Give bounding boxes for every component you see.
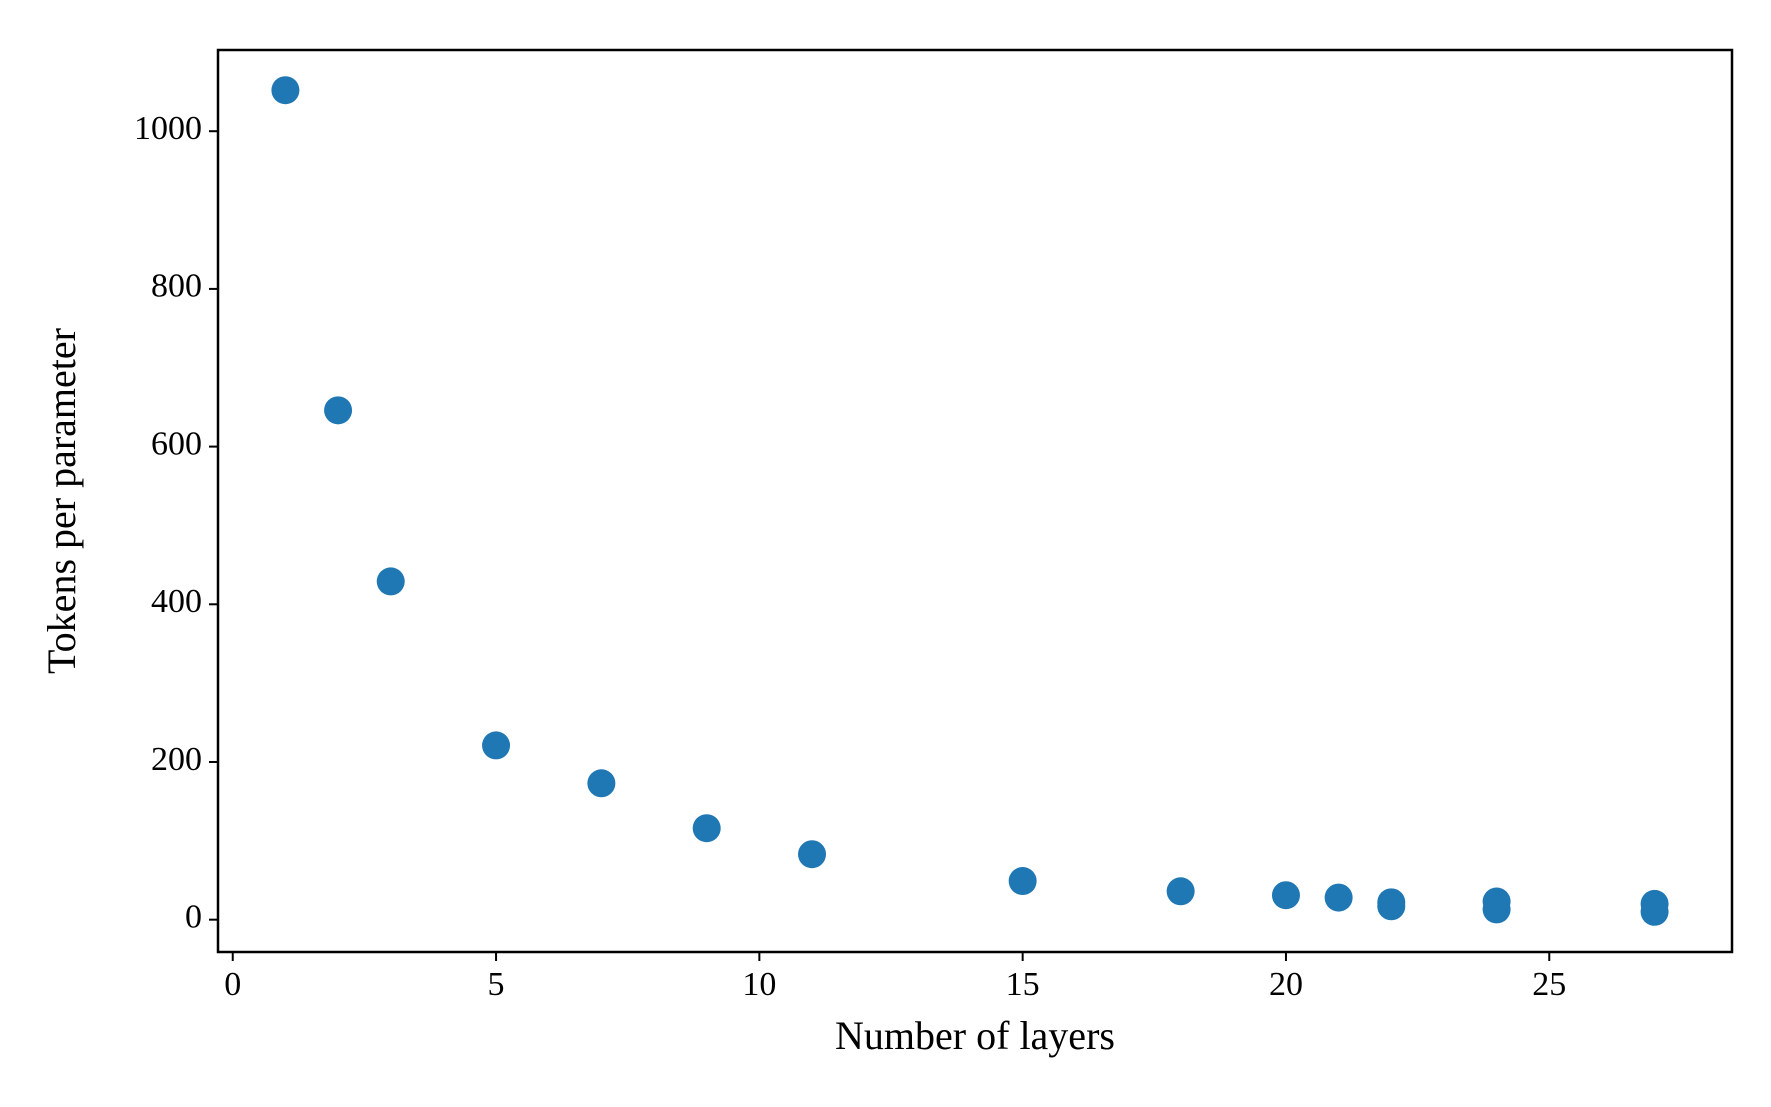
data-point	[324, 396, 353, 425]
x-tick-label: 20	[1269, 966, 1303, 1003]
data-point	[1324, 883, 1353, 912]
data-point	[587, 769, 616, 798]
y-tick-label: 200	[151, 741, 202, 778]
plot-frame	[216, 48, 1734, 954]
x-tick-label: 15	[1006, 966, 1040, 1003]
data-point	[376, 567, 405, 596]
data-point	[482, 731, 511, 760]
data-point	[1166, 877, 1195, 906]
data-point	[271, 76, 300, 105]
y-axis-label: Tokens per parameter	[39, 328, 84, 674]
data-point	[1377, 892, 1406, 921]
data-point	[692, 814, 721, 843]
data-point	[798, 840, 827, 869]
x-tick-label: 25	[1532, 966, 1566, 1003]
y-tick-label: 0	[185, 898, 202, 935]
data-point	[1008, 867, 1037, 896]
x-axis-label: Number of layers	[835, 1013, 1115, 1058]
x-tick-label: 5	[488, 966, 505, 1003]
x-tick-label: 10	[742, 966, 776, 1003]
x-tick-label: 0	[224, 966, 241, 1003]
y-tick-label: 600	[151, 425, 202, 462]
y-tick-label: 800	[151, 268, 202, 305]
data-point	[1482, 895, 1511, 924]
data-point	[1271, 881, 1300, 910]
y-tick-label: 400	[151, 583, 202, 620]
data-point	[1640, 897, 1669, 926]
y-tick-label: 1000	[134, 110, 202, 147]
